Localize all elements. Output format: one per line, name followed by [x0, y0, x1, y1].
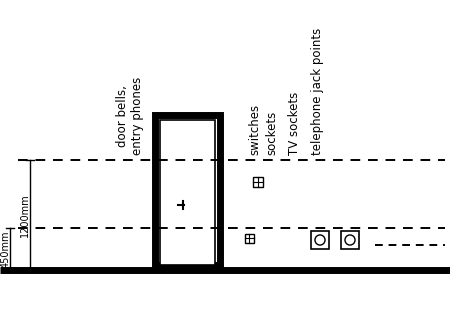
Text: telephone jack points: telephone jack points: [311, 28, 324, 155]
Text: 1200mm: 1200mm: [20, 193, 30, 237]
Bar: [253, 177, 263, 187]
Bar: [155, 115, 220, 265]
Bar: [244, 234, 253, 243]
Circle shape: [345, 235, 355, 245]
Text: door bells,
entry phones: door bells, entry phones: [116, 77, 144, 155]
Bar: [311, 231, 329, 249]
Bar: [160, 120, 215, 265]
Bar: [341, 231, 359, 249]
Text: TV sockets: TV sockets: [288, 92, 302, 155]
Text: sockets: sockets: [266, 111, 279, 155]
Text: switches: switches: [248, 104, 261, 155]
Circle shape: [315, 235, 325, 245]
Text: 450mm: 450mm: [1, 230, 11, 268]
